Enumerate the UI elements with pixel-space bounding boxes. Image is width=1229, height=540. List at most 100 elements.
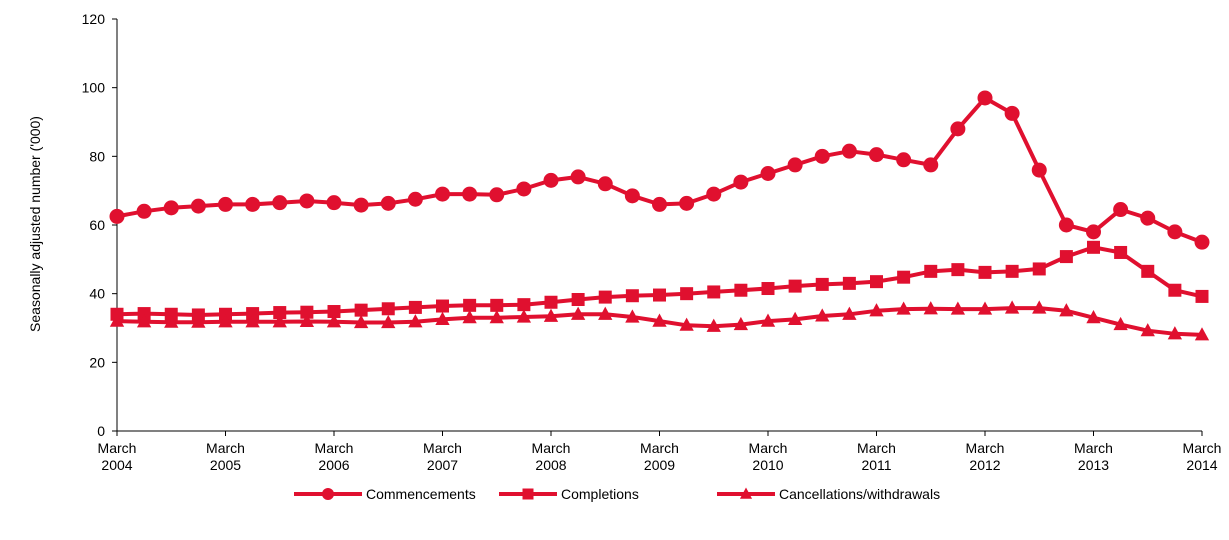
data-point [815, 308, 830, 322]
data-point [381, 302, 395, 316]
data-point [1086, 310, 1101, 324]
data-point [191, 314, 206, 328]
data-point [354, 303, 368, 317]
data-point [733, 316, 749, 331]
data-point [652, 196, 667, 212]
legend-item: Cancellations/withdrawals [717, 486, 940, 502]
x-tick-label-line2: 2010 [752, 457, 783, 473]
data-point [598, 290, 612, 304]
data-point [272, 195, 288, 211]
data-point [896, 152, 912, 168]
data-point [1059, 303, 1074, 317]
data-point [814, 148, 830, 164]
x-tick-label-line2: 2012 [969, 457, 1000, 473]
data-point [109, 313, 125, 327]
x-tick-label-line1: March [423, 440, 462, 456]
data-point [1195, 289, 1209, 303]
y-tick-label: 0 [97, 423, 105, 439]
data-point [164, 307, 178, 321]
data-point [733, 174, 749, 190]
data-point [1031, 162, 1047, 178]
y-tick-label: 40 [89, 286, 105, 302]
data-point [273, 306, 287, 320]
data-point [624, 188, 640, 204]
x-tick-label-line2: 2014 [1186, 457, 1217, 473]
x-tick-label-line1: March [1074, 440, 1113, 456]
data-point [245, 196, 261, 212]
data-point [407, 191, 423, 207]
data-point [679, 317, 694, 331]
data-point [1194, 327, 1210, 341]
data-point [897, 270, 911, 284]
data-point [1004, 105, 1020, 121]
x-tick-label: March 2012 [966, 440, 1005, 473]
x-tick-label-line2: 2011 [861, 457, 891, 473]
data-point [923, 157, 939, 173]
legend-label: Cancellations/withdrawals [779, 486, 940, 502]
data-point [436, 299, 449, 313]
data-point [435, 311, 450, 325]
data-point [190, 198, 206, 214]
x-tick-label-line1: March [749, 440, 788, 456]
legend-item: Completions [499, 486, 639, 502]
data-point [137, 307, 151, 321]
data-point [787, 157, 803, 173]
data-point [1140, 323, 1155, 337]
data-point [1168, 283, 1182, 297]
x-tick-label: March 2005 [206, 440, 245, 473]
x-tick-label: March 2010 [749, 440, 788, 473]
x-tick-label-line2: 2009 [644, 457, 675, 473]
series-completions [110, 240, 1209, 322]
data-point [1113, 202, 1129, 218]
data-point [842, 306, 857, 320]
data-point [679, 195, 695, 211]
data-point [1167, 224, 1183, 240]
x-tick-label: March 2014 [1183, 440, 1222, 473]
data-point [489, 187, 505, 203]
x-tick-label: March 2009 [640, 440, 679, 473]
y-axis-title: Seasonally adjusted number ('000) [27, 116, 43, 332]
data-point [951, 263, 965, 277]
data-point [977, 90, 993, 106]
data-point [380, 195, 396, 211]
legend-label: Commencements [366, 486, 476, 502]
data-point [625, 289, 639, 303]
data-point [598, 306, 613, 320]
data-point [869, 147, 884, 163]
data-point [218, 196, 233, 212]
data-point [1087, 240, 1100, 254]
data-point [734, 283, 748, 297]
data-point [571, 293, 585, 307]
data-point [680, 287, 694, 301]
legend-item: Commencements [294, 486, 476, 502]
data-point [870, 275, 883, 289]
data-point [218, 314, 233, 328]
legend-swatch-marker [322, 488, 334, 500]
data-point [1032, 300, 1047, 314]
data-point [463, 298, 477, 312]
legend-label: Completions [561, 486, 639, 502]
data-point [815, 277, 829, 291]
data-point [896, 301, 911, 315]
data-point [326, 195, 342, 211]
x-tick-label-line1: March [640, 440, 679, 456]
x-tick-label: March 2011 [857, 440, 896, 473]
data-point [570, 306, 586, 320]
data-point [489, 310, 504, 324]
data-point [787, 311, 803, 325]
legend-swatch-marker [522, 488, 534, 500]
series-commencements [109, 90, 1210, 250]
y-tick-label: 60 [89, 217, 105, 233]
data-point [869, 303, 884, 317]
data-point [1086, 224, 1101, 240]
data-point [381, 314, 396, 329]
data-point [760, 166, 776, 181]
data-point [924, 264, 938, 278]
data-point [543, 172, 559, 188]
data-point [516, 181, 532, 197]
data-point [517, 298, 531, 312]
x-tick-label: March 2006 [315, 440, 354, 473]
